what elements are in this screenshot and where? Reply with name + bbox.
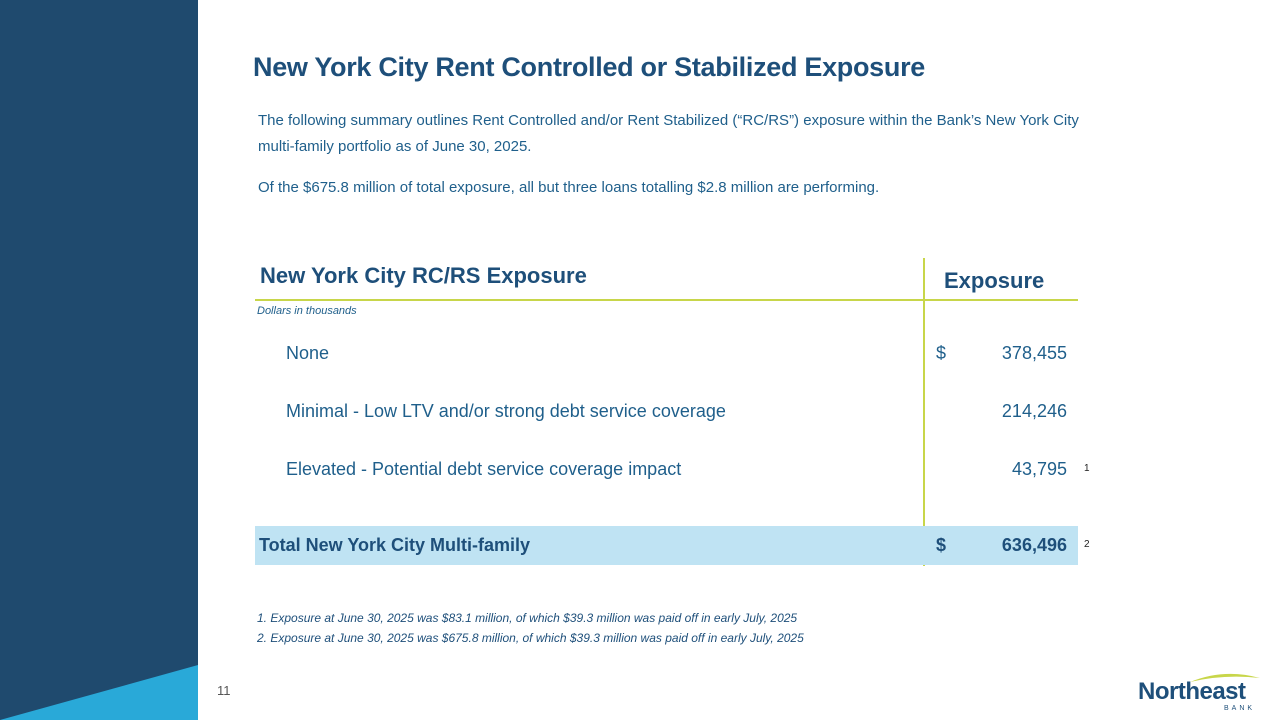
exposure-column-header: Exposure [944,268,1045,293]
logo-wordmark: Northeast [1138,678,1246,705]
summary-paragraph: Of the $675.8 million of total exposure,… [258,179,880,196]
footnote-marker: 1 [1084,463,1090,474]
footnote-marker: 2 [1084,539,1090,550]
table-row: None $ 378,455 [255,343,1078,373]
page-title: New York City Rent Controlled or Stabili… [253,52,926,82]
northeast-bank-logo: Northeast BANK [1138,670,1262,716]
footnotes: 1. Exposure at June 30, 2025 was $83.1 m… [257,608,804,648]
logo-subtext: BANK [1224,705,1256,712]
row-value: 378,455 [1001,343,1067,363]
row-label: Elevated - Potential debt service covera… [286,459,682,479]
row-label: None [286,343,330,363]
table-title: New York City RC/RS Exposure [260,263,587,288]
row-value: 43,795 [1011,459,1067,479]
units-caption: Dollars in thousands [257,305,357,317]
row-label: Minimal - Low LTV and/or strong debt ser… [286,401,726,421]
page-number: 11 [217,683,231,698]
row-value: 214,246 [1001,401,1067,421]
total-row: Total New York City Multi-family $ 636,4… [255,535,1090,565]
total-label: Total New York City Multi-family [259,535,531,555]
dollar-sign: $ [936,343,947,363]
left-sidebar-band [0,0,198,720]
dollar-sign: $ [936,535,947,555]
total-row-highlight [255,526,1078,565]
footnote-2: 2. Exposure at June 30, 2025 was $675.8 … [257,631,804,645]
intro-paragraph: The following summary outlines Rent Cont… [258,112,1079,155]
table-row: Elevated - Potential debt service covera… [255,459,1090,489]
footnote-1: 1. Exposure at June 30, 2025 was $83.1 m… [257,611,798,625]
logo-swoosh-icon [1190,673,1260,682]
column-divider [923,258,925,566]
sidebar-accent-triangle [0,665,198,720]
total-value: 636,496 [1001,535,1067,555]
header-rule [255,299,1078,301]
table-row: Minimal - Low LTV and/or strong debt ser… [255,401,1078,431]
